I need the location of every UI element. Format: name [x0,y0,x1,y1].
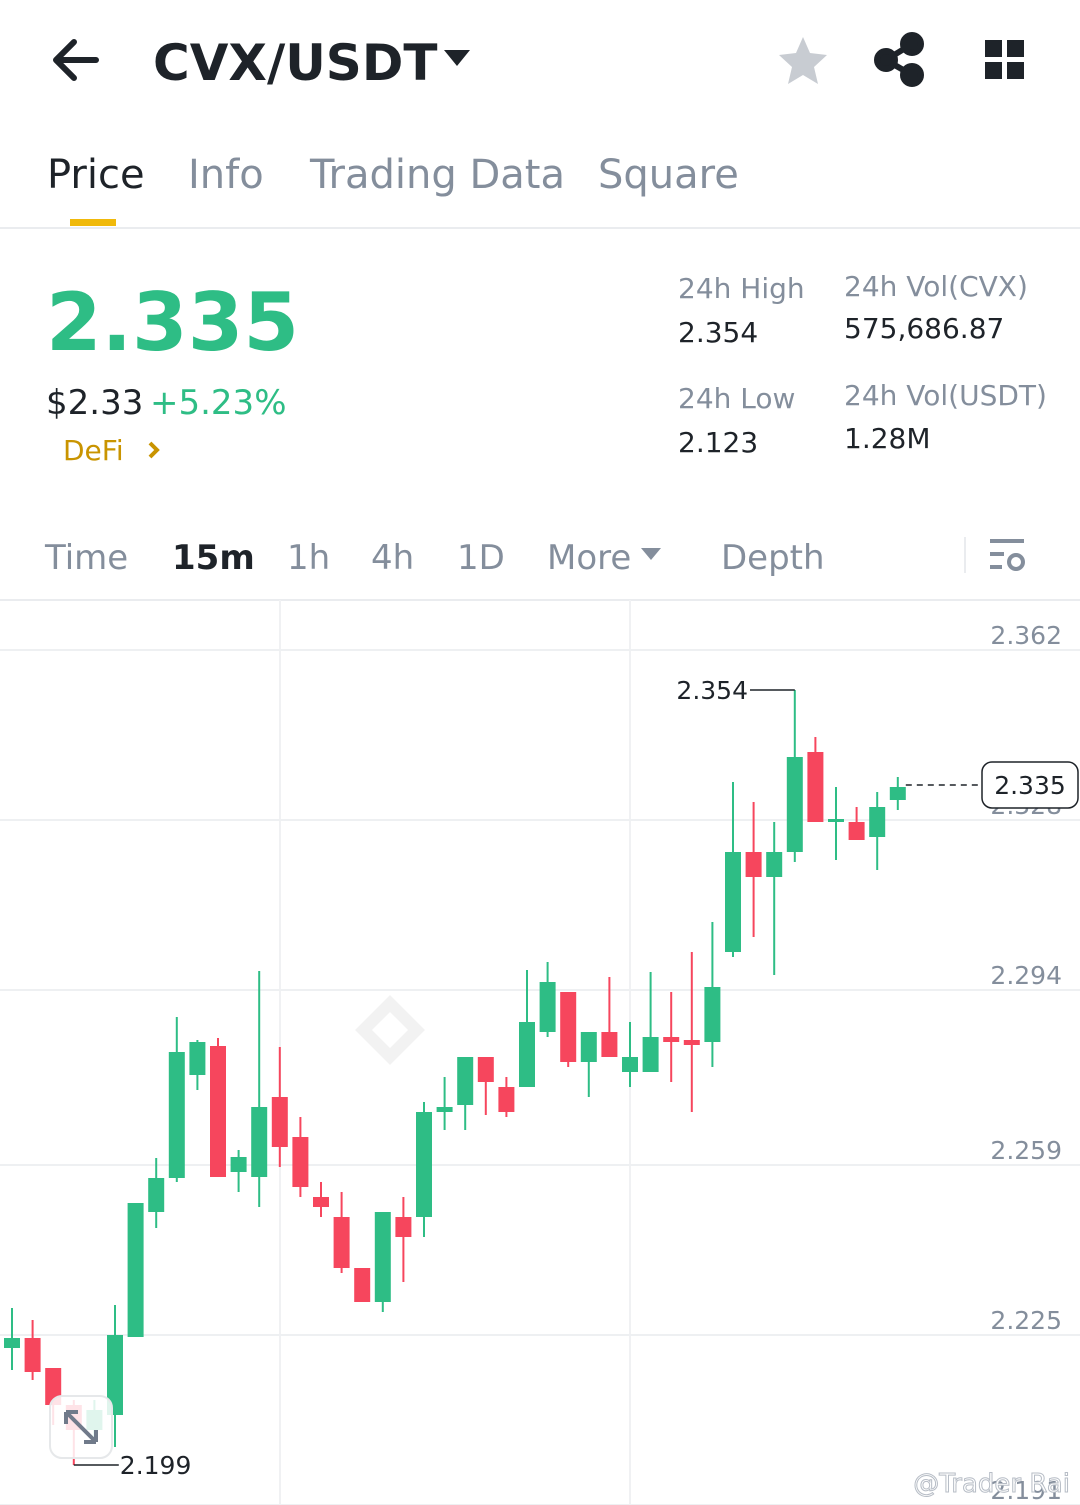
more-caret[interactable] [641,548,661,560]
tab[interactable]: Trading Data [309,152,565,198]
candle-body [889,787,906,800]
candles [4,690,906,1465]
last-price-label: 2.335 [994,771,1066,800]
interval[interactable]: 1h [287,538,330,578]
overlay: 2.354 2.199 2.335 [73,676,1079,1480]
candle-body [416,1112,432,1217]
candle-body [580,1032,597,1062]
tab[interactable]: Square [598,152,739,198]
favorite-icon[interactable] [779,37,827,84]
candle-body [148,1178,165,1212]
logo-watermark [355,995,425,1065]
candle-body [333,1217,350,1268]
stat-value: 2.354 [678,316,758,349]
share-icon[interactable] [874,32,924,87]
sector-tag[interactable]: DeFi [63,434,124,467]
pair-title[interactable]: CVX/USDT [153,34,437,92]
candle-body [4,1338,20,1348]
candle-body [725,852,741,952]
y-tick-label: 2.225 [990,1306,1062,1335]
back-button[interactable] [53,39,99,81]
candle-body [828,819,844,822]
candle-body [313,1197,329,1207]
tab[interactable]: Info [188,152,264,198]
candle-body [601,1032,618,1057]
candle-body [107,1335,123,1415]
stat-label: 24h Low [678,382,795,415]
candle-body [622,1057,638,1072]
candle-body [786,757,803,852]
last-price: 2.335 [46,276,299,369]
candle-body [477,1057,494,1082]
y-tick-label: 2.259 [990,1136,1062,1165]
candle-body [395,1217,412,1237]
usd-price: $2.33 [46,383,143,423]
y-tick-label: 2.191 [990,1476,1062,1505]
candle-body [168,1052,185,1178]
stat-label: 24h Vol(CVX) [844,270,1028,303]
low-marker-label: 2.199 [120,1451,192,1480]
expand-button[interactable] [49,1395,113,1459]
price-change: +5.23% [150,383,287,423]
chart-settings-icon[interactable] [990,539,1025,571]
high-marker-label: 2.354 [676,676,748,705]
interval[interactable]: Depth [721,538,825,578]
candle-body [210,1046,226,1177]
watermark: @Trader Rai [913,1469,1070,1499]
candle-body [848,822,865,840]
candle-body [519,1022,535,1087]
y-tick-label: 2.362 [990,621,1062,650]
sector-chevron[interactable] [148,441,160,459]
candle-body [704,987,721,1042]
interval[interactable]: More [547,538,631,578]
pair-dropdown[interactable] [444,50,470,66]
stat-value: 1.28M [844,422,931,455]
tab[interactable]: Price [47,152,145,198]
interval[interactable]: Time [44,538,128,578]
stat-value: 575,686.87 [844,312,1004,345]
stat-label: 24h High [678,272,805,305]
candle-body [230,1157,247,1172]
candle-body [498,1087,515,1112]
interval[interactable]: 4h [371,538,414,578]
candle-body [24,1338,41,1372]
candle-body [766,852,783,877]
candle-body [869,807,886,837]
candle-body [189,1042,206,1075]
candle-body [745,852,762,877]
interval[interactable]: 15m [172,538,255,578]
candle-body [683,1040,700,1045]
candle-body [436,1107,453,1112]
stat-value: 2.123 [678,426,758,459]
last-price-box [981,761,1079,809]
candle-body [457,1057,474,1105]
candle-body [251,1107,268,1177]
tab-indicator [70,219,116,226]
candle-body [807,752,824,822]
candle-body [292,1137,309,1187]
candle-body [127,1203,144,1337]
y-tick-label: 2.294 [990,961,1062,990]
candle-body [560,992,577,1062]
interval[interactable]: 1D [457,538,505,578]
candle-body [354,1268,371,1302]
candle-body [45,1368,62,1405]
candle-body [271,1097,288,1147]
stat-label: 24h Vol(USDT) [844,379,1047,412]
menu-icon[interactable] [985,40,1024,79]
candle-body [539,982,556,1032]
candle-body [642,1037,659,1072]
candle-body [374,1212,391,1302]
candle-body [663,1037,680,1042]
